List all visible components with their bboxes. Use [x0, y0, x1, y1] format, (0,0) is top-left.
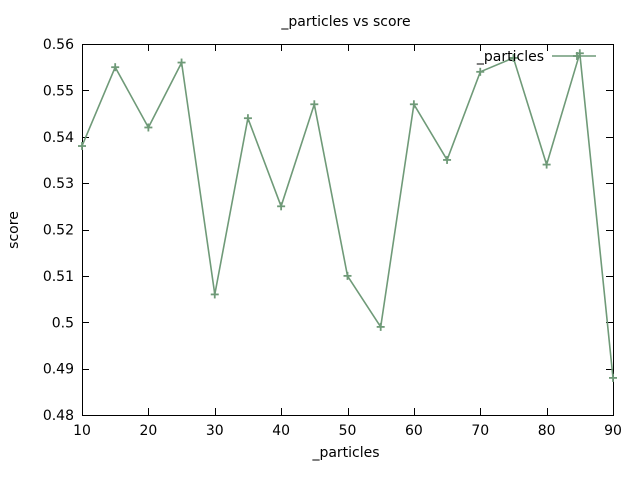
data-point [376, 322, 385, 331]
x-tick-label: 90 [604, 423, 622, 439]
legend-label: _particles [476, 49, 544, 65]
data-point [111, 63, 120, 72]
y-tick-label: 0.52 [43, 223, 74, 239]
chart-title: _particles vs score [280, 14, 410, 30]
data-point [343, 271, 352, 280]
data-point [409, 100, 418, 109]
x-tick-label: 10 [73, 423, 91, 439]
data-point [243, 114, 252, 123]
legend-marker [573, 52, 581, 60]
y-tick-label: 0.55 [43, 83, 74, 99]
data-point [509, 53, 518, 62]
y-tick-label: 0.56 [43, 37, 74, 53]
data-point [277, 202, 286, 211]
series-layer [78, 49, 617, 382]
series-line [81, 53, 614, 378]
y-tick-label: 0.48 [43, 408, 74, 424]
data-point [542, 160, 551, 169]
data-point [210, 290, 219, 299]
data-point [609, 373, 617, 382]
y-tick-label: 0.5 [52, 315, 74, 331]
legend: _particles [476, 49, 596, 65]
x-tick-label: 30 [206, 423, 224, 439]
x-tick-label: 20 [139, 423, 157, 439]
x-tick-label: 60 [405, 423, 423, 439]
y-tick-label: 0.53 [43, 176, 74, 192]
x-axis: 10 20 30 40 50 60 70 80 90 [73, 44, 622, 439]
x-tick-label: 70 [471, 423, 489, 439]
legend-plus [573, 52, 581, 60]
data-point [177, 58, 186, 67]
y-tick-label: 0.49 [43, 362, 74, 378]
data-point [78, 142, 86, 151]
y-tick-label: 0.54 [43, 130, 74, 146]
y-axis: 0.48 0.49 0.5 0.51 0.52 0.53 0.54 0.55 0.56 [43, 37, 613, 424]
data-point [443, 155, 452, 164]
y-axis-label: score [6, 211, 22, 249]
x-tick-label: 40 [272, 423, 290, 439]
data-point [144, 123, 153, 132]
data-point [310, 100, 319, 109]
y-tick-label: 0.51 [43, 269, 74, 285]
x-axis-label: _particles [311, 445, 379, 461]
data-point [476, 67, 485, 76]
x-tick-label: 80 [538, 423, 556, 439]
x-tick-label: 50 [339, 423, 357, 439]
